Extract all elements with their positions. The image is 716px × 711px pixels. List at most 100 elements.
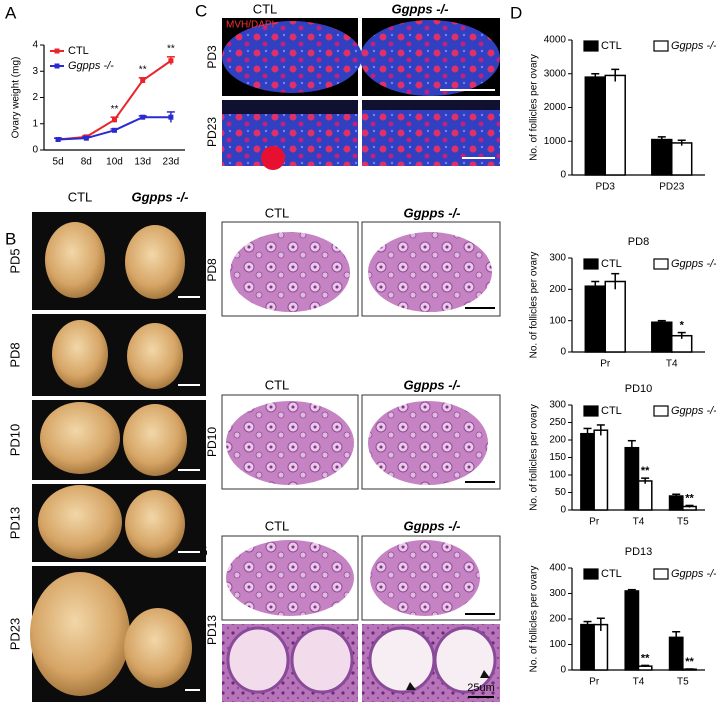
bar [604, 280, 626, 353]
y-tick-label: 100 [549, 639, 566, 650]
x-tick-label: T4 [633, 517, 645, 528]
x-tick-label: T5 [677, 517, 689, 528]
marker [140, 77, 146, 83]
column-label: Ggpps -/- [391, 1, 448, 16]
panel-e: CTL Ggpps -/- PD8 [205, 205, 501, 317]
scale-bars [178, 296, 200, 691]
legend-swatch [583, 40, 599, 52]
marker [83, 135, 89, 141]
row-label: PD13 [205, 615, 219, 645]
legend-swatch [583, 405, 599, 417]
panel-label: D [510, 3, 522, 22]
ovary [360, 20, 500, 96]
legend-label: CTL [68, 45, 89, 57]
y-tick-label: 50 [555, 487, 567, 498]
oocyte [433, 626, 497, 694]
panel-g: CTL Ggpps -/- 25um PD13 [205, 518, 501, 702]
x-tick-label: 8d [81, 157, 92, 168]
ovary [123, 404, 187, 476]
significance: ** [685, 656, 694, 668]
photo-edge [222, 100, 358, 114]
bar [624, 590, 640, 671]
bar [671, 142, 693, 176]
ovary [124, 608, 192, 688]
ovary [125, 490, 185, 558]
bar [604, 74, 626, 176]
significance: * [680, 319, 685, 331]
y-tick-label: 250 [549, 417, 566, 428]
legend-label: Ggpps -/- [671, 40, 716, 52]
y-tick-label: 1 [32, 118, 38, 129]
significance: ** [641, 652, 650, 664]
x-tick-label: Pr [600, 359, 611, 370]
legend-marker [54, 63, 60, 69]
row-label: PD13 [7, 507, 22, 540]
x-tick-label: T5 [677, 677, 689, 688]
legend-label: CTL [601, 405, 622, 417]
x-tick-label: 10d [106, 157, 123, 168]
marker [112, 127, 117, 133]
y-axis-label: No. of follicles per ovary [529, 252, 540, 359]
scale-label: 25um [467, 682, 495, 694]
photo-edge [362, 100, 500, 110]
column-label: CTL [265, 205, 290, 220]
y-tick-label: 200 [549, 284, 566, 295]
y-tick-label: 200 [549, 614, 566, 625]
panel-f: CTL Ggpps -/- PD10 [205, 377, 501, 490]
ovary [127, 323, 183, 389]
row-label: PD3 [205, 45, 219, 69]
panel-label: A [5, 3, 17, 22]
legend-label: CTL [601, 40, 622, 52]
column-label: CTL [265, 518, 290, 533]
x-tick-label: Pr [589, 677, 600, 688]
legend-swatch [583, 258, 599, 270]
bar [637, 480, 653, 511]
legend-swatch [653, 40, 669, 52]
x-tick-label: PD3 [596, 182, 616, 193]
column-label: Ggpps -/- [403, 205, 460, 220]
bar [580, 432, 595, 511]
row-label: PD10 [205, 427, 219, 457]
x-tick-label: Pr [589, 517, 600, 528]
y-tick-label: 0 [560, 505, 566, 516]
bar [668, 495, 684, 511]
y-tick-label: 150 [549, 452, 566, 463]
y-axis-label: No. of follicles per ovary [529, 566, 540, 673]
legend-label: Ggpps -/- [671, 568, 716, 580]
ovary [222, 21, 362, 93]
x-tick-label: T4 [633, 677, 645, 688]
legend-label: CTL [601, 568, 622, 580]
y-tick-label: 0 [560, 347, 566, 358]
y-tick-label: 100 [549, 470, 566, 481]
panel-c: CTL Ggpps -/- MVH/DAPI PD3 PD23 [205, 1, 500, 170]
marker [168, 114, 174, 120]
oocyte [261, 146, 285, 170]
legend-label: Ggpps -/- [671, 258, 716, 270]
y-tick-label: 3000 [544, 68, 567, 79]
row-label: PD10 [7, 424, 22, 457]
section [370, 540, 480, 616]
y-tick-label: 2000 [544, 102, 567, 113]
row-label: PD8 [7, 342, 22, 367]
significance: ** [111, 104, 119, 115]
bar [651, 321, 673, 353]
ovary [40, 402, 120, 474]
ovary [52, 320, 108, 388]
significance: ** [139, 64, 147, 75]
column-label: Ggpps -/- [403, 518, 460, 533]
arrowheads [406, 670, 490, 690]
x-tick-label: 23d [163, 157, 180, 168]
y-axis-label: Ovary weight (mg) [11, 57, 22, 139]
y-tick-label: 300 [549, 400, 566, 411]
y-tick-label: 4 [32, 40, 38, 51]
bar [593, 623, 609, 671]
bar [580, 623, 595, 671]
legend-label: Ggpps -/- [671, 405, 716, 417]
legend-swatch [653, 405, 669, 417]
y-tick-label: 100 [549, 315, 566, 326]
ovary [45, 222, 105, 298]
oocyte [290, 626, 354, 694]
line [58, 59, 172, 141]
marker [168, 58, 174, 64]
legend-label: Ggpps -/- [68, 60, 114, 72]
